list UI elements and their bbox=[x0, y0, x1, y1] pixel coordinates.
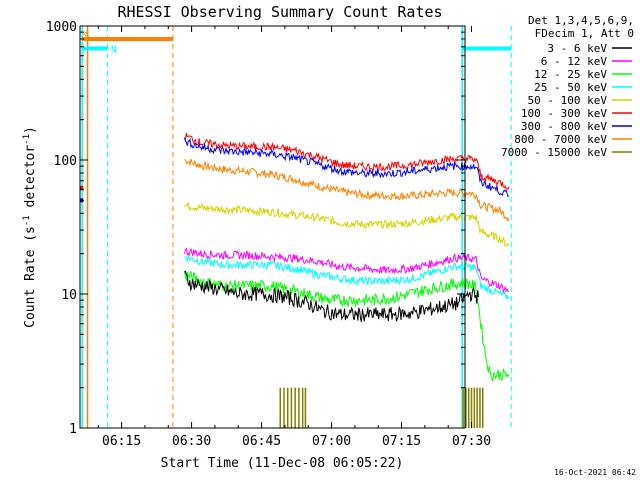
legend: Det 1,3,4,5,6,9, FDecim 1, Att 0 3 - 6 k… bbox=[501, 14, 634, 159]
x-tick-label-2: 06:45 bbox=[242, 434, 281, 449]
y-axis-label: Count Rate (s-1 detector-1) bbox=[22, 126, 38, 328]
series-line-300-800-kev bbox=[184, 137, 510, 198]
x-axis-label: Start Time (11-Dec-08 06:05:22) bbox=[161, 456, 404, 471]
legend-header-line-1: Det 1,3,4,5,6,9, bbox=[528, 14, 634, 27]
series-line-50-100-kev bbox=[184, 202, 510, 247]
legend-label-1: 6 - 12 keV bbox=[541, 55, 608, 68]
series-line-100-300-kev bbox=[184, 132, 510, 190]
legend-label-0: 3 - 6 keV bbox=[547, 42, 607, 55]
legend-label-8: 7000 - 15000 keV bbox=[501, 146, 607, 159]
legend-label-5: 100 - 300 keV bbox=[521, 107, 607, 120]
series-line-800-7000-kev bbox=[184, 158, 510, 223]
series-line-25-50-kev bbox=[184, 253, 510, 300]
x-tick-label-5: 07:30 bbox=[452, 434, 491, 449]
legend-label-7: 800 - 7000 keV bbox=[514, 133, 607, 146]
legend-label-6: 300 - 800 keV bbox=[521, 120, 607, 133]
series-line-12-25-kev bbox=[184, 270, 510, 383]
y-tick-label-1: 10 bbox=[61, 288, 77, 303]
y-axis-ticks: 1 10 100 1000 bbox=[46, 20, 465, 437]
legend-label-4: 50 - 100 keV bbox=[528, 94, 608, 107]
legend-header-line-2: FDecim 1, Att 0 bbox=[535, 27, 634, 40]
annotation-0: S bbox=[83, 31, 89, 42]
footer-timestamp: 16-Oct-2021 06:42 bbox=[554, 468, 636, 477]
plot-area: SN bbox=[80, 26, 512, 428]
x-tick-label-1: 06:30 bbox=[172, 434, 211, 449]
y-tick-label-2: 100 bbox=[54, 154, 77, 169]
annotation-1: N bbox=[111, 44, 117, 55]
plot-frame bbox=[79, 25, 466, 429]
series-line-3-6-kev bbox=[184, 270, 479, 323]
y-tick-label-3: 1000 bbox=[46, 20, 77, 35]
x-tick-label-3: 07:00 bbox=[312, 434, 351, 449]
chart-title: RHESSI Observing Summary Count Rates bbox=[117, 3, 442, 21]
legend-label-2: 12 - 25 keV bbox=[534, 68, 607, 81]
legend-label-3: 25 - 50 keV bbox=[534, 81, 607, 94]
y-tick-label-0: 1 bbox=[69, 422, 77, 437]
x-axis-ticks: 06:15 06:30 06:45 07:00 07:15 07:30 bbox=[97, 26, 491, 449]
series-line-6-12-kev bbox=[184, 247, 509, 294]
x-tick-label-0: 06:15 bbox=[102, 434, 141, 449]
x-tick-label-4: 07:15 bbox=[382, 434, 421, 449]
